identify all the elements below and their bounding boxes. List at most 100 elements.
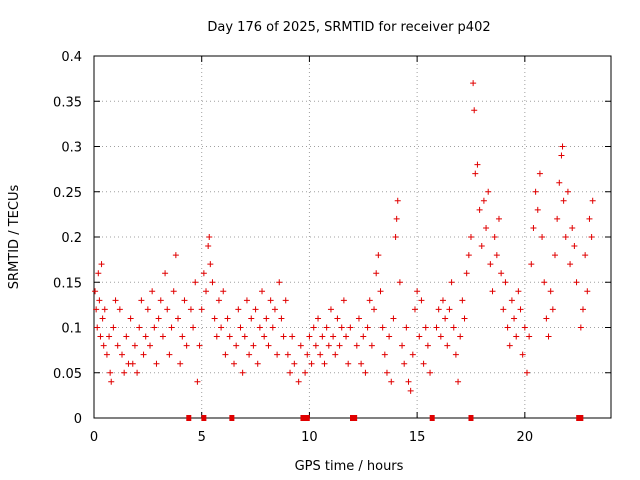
data-point (442, 315, 449, 322)
data-point (541, 279, 548, 286)
data-point (383, 369, 390, 376)
data-point (515, 288, 522, 295)
data-point (181, 297, 188, 304)
data-point (175, 315, 182, 322)
data-point (584, 288, 591, 295)
data-point (332, 351, 339, 358)
data-point (95, 270, 102, 277)
data-point (256, 324, 263, 331)
data-point (110, 324, 117, 331)
data-point (386, 333, 393, 340)
y-axis-label: SRMTID / TECUs (7, 185, 22, 290)
data-point (472, 170, 479, 177)
data-point (162, 270, 169, 277)
data-point (545, 333, 552, 340)
data-point (269, 324, 276, 331)
chart-title: Day 176 of 2025, SRMTID for receiver p40… (207, 20, 490, 35)
data-point (589, 197, 596, 204)
data-point (215, 297, 222, 304)
gap-marker (578, 415, 584, 421)
data-point (319, 333, 326, 340)
data-point (547, 288, 554, 295)
data-point (414, 288, 421, 295)
data-point (399, 342, 406, 349)
data-point (312, 342, 319, 349)
data-point (98, 261, 105, 268)
grid (94, 56, 611, 418)
data-point (579, 306, 586, 313)
plot-frame (93, 55, 612, 419)
data-point (347, 324, 354, 331)
gap-marker (300, 415, 306, 421)
data-point (571, 243, 578, 250)
data-point (588, 234, 595, 240)
data-point (147, 342, 154, 349)
data-point (362, 369, 369, 376)
data-point (103, 351, 110, 358)
gap-marker (201, 415, 207, 421)
data-point (287, 369, 294, 376)
data-point (551, 252, 558, 259)
data-point (164, 306, 171, 313)
data-point (424, 342, 431, 349)
gap-marker (352, 415, 358, 421)
data-point (562, 234, 569, 240)
gap-marker (304, 415, 310, 421)
gap-marker (229, 415, 235, 421)
data-point (235, 306, 242, 313)
data-point (519, 351, 526, 358)
data-point (523, 369, 530, 376)
data-point (325, 342, 332, 349)
data-point (474, 161, 481, 168)
data-point (200, 270, 207, 277)
data-point (358, 360, 365, 367)
data-point (450, 324, 457, 331)
data-point (261, 333, 268, 340)
data-point (205, 243, 212, 250)
data-point (461, 315, 468, 322)
data-point (573, 279, 580, 286)
data-point (355, 315, 362, 322)
x-tick-label: 0 (90, 430, 98, 445)
data-point (418, 297, 425, 304)
data-point (179, 333, 186, 340)
data-point (112, 297, 119, 304)
data-point (213, 333, 220, 340)
data-point (448, 279, 455, 286)
data-point (92, 288, 99, 295)
data-point (446, 306, 453, 313)
y-tick-label: 0 (74, 412, 82, 427)
data-point (106, 333, 113, 340)
data-point (231, 360, 238, 367)
data-point (493, 252, 500, 259)
data-point (534, 206, 541, 213)
data-point (491, 234, 498, 240)
data-point (131, 342, 138, 349)
data-point (559, 143, 566, 150)
data-point (504, 324, 511, 331)
data-point (274, 351, 281, 358)
data-point (371, 306, 378, 313)
y-tick-label: 0.4 (61, 50, 82, 65)
data-point (500, 306, 507, 313)
data-point (168, 324, 175, 331)
data-point (459, 297, 466, 304)
data-point (289, 333, 296, 340)
data-point (282, 297, 289, 304)
data-point (564, 188, 571, 195)
data-point (427, 369, 434, 376)
data-point (101, 306, 108, 313)
data-point (502, 279, 509, 286)
data-point (265, 342, 272, 349)
data-point (226, 333, 233, 340)
y-tick-label: 0.2 (61, 231, 82, 246)
data-point (364, 324, 371, 331)
data-point (280, 333, 287, 340)
data-point (368, 342, 375, 349)
data-point (506, 342, 513, 349)
data-point (457, 333, 464, 340)
data-point (136, 324, 143, 331)
data-point (224, 315, 231, 322)
data-point (142, 333, 149, 340)
data-point (452, 351, 459, 358)
